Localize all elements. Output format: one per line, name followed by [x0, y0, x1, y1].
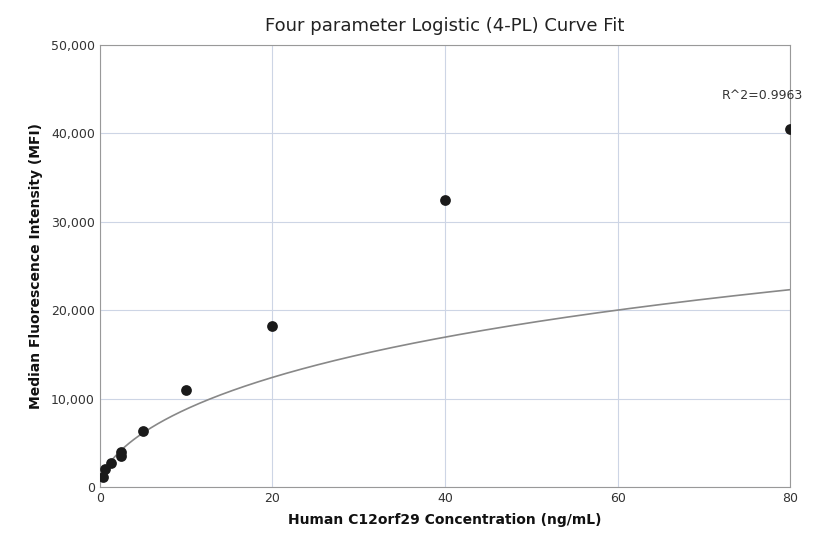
Point [784, 124, 797, 133]
Point [115, 447, 128, 456]
Point [99, 464, 112, 473]
Text: R^2=0.9963: R^2=0.9963 [721, 89, 803, 102]
Point [104, 459, 117, 468]
Y-axis label: Median Fluorescence Intensity (MFI): Median Fluorescence Intensity (MFI) [28, 123, 42, 409]
Point [266, 321, 280, 330]
Point [180, 385, 193, 394]
Point [96, 473, 109, 482]
Point [438, 195, 452, 204]
X-axis label: Human C12orf29 Concentration (ng/mL): Human C12orf29 Concentration (ng/mL) [289, 514, 602, 528]
Point [136, 427, 150, 436]
Title: Four parameter Logistic (4-PL) Curve Fit: Four parameter Logistic (4-PL) Curve Fit [265, 17, 625, 35]
Point [115, 452, 128, 461]
